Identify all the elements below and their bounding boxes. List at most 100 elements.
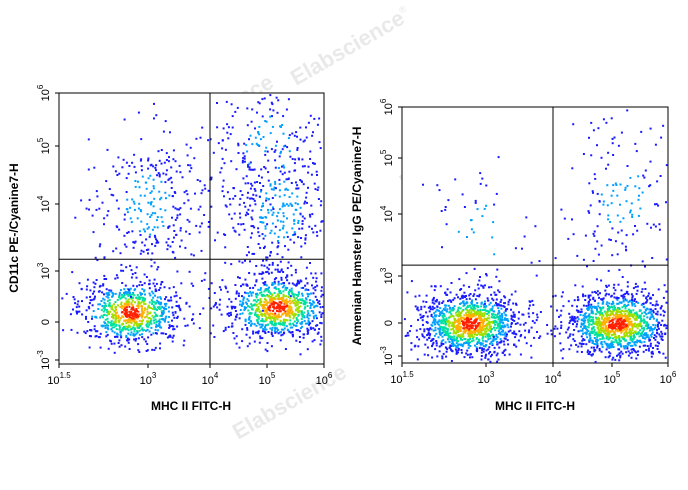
event-dot [306,282,309,285]
event-dot [301,222,304,225]
event-dot [465,301,468,304]
event-dot [478,340,480,343]
event-dot [286,304,288,307]
event-dot [482,286,485,289]
event-dot [285,313,287,316]
event-dot [427,331,430,334]
event-dot [618,301,621,304]
event-dot [226,191,229,194]
event-dot [148,292,151,295]
event-dot [433,289,436,292]
event-dot [263,290,266,293]
event-dot [590,315,593,318]
event-dot [258,272,261,275]
event-dot [635,333,638,336]
event-dot [607,305,609,307]
event-dot [249,287,252,290]
event-dot [642,327,645,330]
event-dot [168,326,171,329]
event-dot [598,318,601,320]
event-dot [489,342,491,345]
event-dot [600,329,603,332]
event-dot [476,283,479,286]
event-dot [591,305,594,308]
event-dot [550,329,553,332]
event-dot [119,306,122,308]
event-dot [471,304,474,307]
event-dot [141,299,144,302]
event-dot [133,311,136,314]
event-dot [592,191,594,194]
event-dot [312,287,315,290]
event-dot [75,310,78,313]
event-dot [293,320,296,323]
event-dot [155,332,157,335]
event-dot [642,350,645,353]
event-dot [127,313,130,316]
event-dot [581,329,584,332]
event-dot [249,236,252,239]
event-dot [101,304,104,307]
event-dot [163,307,166,309]
event-dot [422,323,424,326]
event-dot [260,319,263,322]
event-dot [120,344,123,347]
event-dot [280,296,283,299]
event-dot [247,309,250,312]
event-dot [614,182,617,185]
event-dot [158,289,161,291]
event-dot [78,305,81,308]
event-dot [102,310,105,313]
event-dot [482,335,485,338]
event-dot [191,318,194,320]
event-dot [301,215,304,218]
event-dot [309,158,312,160]
event-dot [591,339,594,342]
event-dot [150,318,152,321]
event-dot [113,351,116,354]
event-dot [582,314,585,317]
event-dot [596,192,599,195]
event-dot [289,305,292,308]
event-dot [312,231,315,234]
event-dot [232,226,235,229]
event-dot [466,309,469,312]
event-dot [126,198,129,201]
event-dot [655,335,658,338]
event-dot [503,343,506,346]
event-dot [253,226,256,229]
event-dot [273,301,276,304]
event-dot [158,173,161,176]
event-dot [622,296,625,299]
event-dot [102,307,105,310]
event-dot [283,332,286,335]
event-dot [296,320,299,323]
event-dot [254,311,257,314]
event-dot [296,279,299,282]
event-dot [637,331,640,334]
event-dot [610,303,613,305]
event-dot [96,330,99,333]
event-dot [468,332,471,335]
event-dot [131,315,134,318]
event-dot [264,227,267,230]
event-dot [592,232,595,235]
event-dot [426,334,429,337]
event-dot [89,299,92,302]
event-dot [298,281,301,284]
event-dot [629,344,632,347]
event-dot [288,289,291,292]
event-dot [247,299,250,302]
event-dot [428,334,431,337]
event-dot [239,197,242,200]
event-dot [302,336,305,339]
event-dot [250,294,253,297]
event-dot [600,298,603,301]
event-dot [257,317,260,320]
event-dot [263,283,266,286]
event-dot [102,316,104,319]
event-dot [660,305,663,308]
event-dot [656,325,659,328]
event-dot [272,283,275,286]
event-dot [312,276,315,279]
